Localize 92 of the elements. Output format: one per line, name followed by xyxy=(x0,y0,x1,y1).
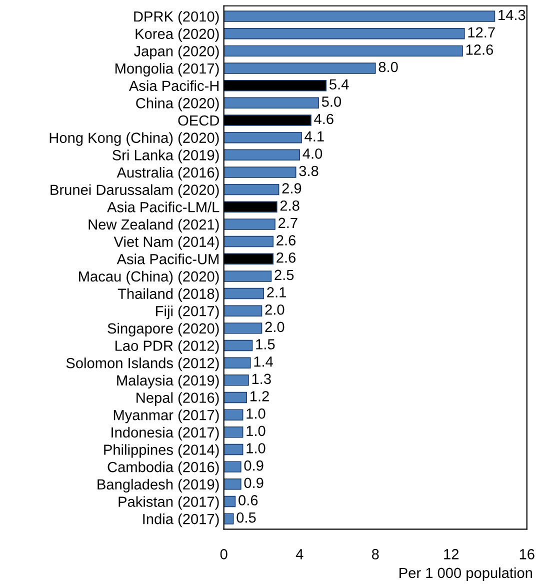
y-tick-label: Cambodia (2016) xyxy=(108,462,219,476)
data-label: 2.6 xyxy=(276,235,296,246)
data-label: 14.3 xyxy=(498,10,526,20)
y-tick-label: Asia Pacific-UM xyxy=(116,254,218,264)
y-tick-label: Solomon Islands (2012) xyxy=(66,358,219,372)
y-tick-label: Australia (2016) xyxy=(116,166,219,181)
y-tick-label: Indonesia (2017) xyxy=(112,426,219,440)
y-tick-label: Korea (2020) xyxy=(136,28,219,42)
data-label: 1.4 xyxy=(254,356,273,367)
bar xyxy=(224,426,244,438)
bar xyxy=(224,340,253,352)
y-tick-label: Thailand (2018) xyxy=(118,288,219,302)
data-label: 2.8 xyxy=(280,200,300,211)
data-label: 12.6 xyxy=(466,44,494,55)
data-label: 0.9 xyxy=(244,478,264,488)
data-label: 1.0 xyxy=(246,408,266,419)
data-label: 2.0 xyxy=(265,322,284,332)
bar xyxy=(224,270,272,282)
bar xyxy=(224,374,249,386)
y-tick-label: Pakistan (2017) xyxy=(118,496,219,510)
bar xyxy=(224,496,236,508)
y-tick-label: Sri Lanka (2019) xyxy=(112,150,219,164)
y-tick-label: Asia Pacific-LM/L xyxy=(107,202,220,212)
y-tick-label: Hong Kong (China) (2020) xyxy=(50,132,219,146)
data-label: 2.5 xyxy=(274,270,294,280)
bar xyxy=(224,444,244,456)
data-label: 8.0 xyxy=(378,62,398,72)
bar xyxy=(224,478,242,490)
data-label: 0.6 xyxy=(238,495,258,506)
bar xyxy=(224,184,280,196)
bar xyxy=(224,166,296,178)
y-tick-label: Mongolia (2017) xyxy=(116,62,219,77)
x-tick-label: 0 xyxy=(220,549,228,560)
x-tick-label: 8 xyxy=(372,549,379,560)
y-tick-label: Nepal (2016) xyxy=(136,392,219,406)
data-label: 4.0 xyxy=(302,148,322,159)
y-tick-label: Fiji (2017) xyxy=(156,306,219,320)
bar xyxy=(224,236,274,248)
data-label: 4.1 xyxy=(304,131,324,142)
bar xyxy=(224,97,319,109)
y-tick-label: Bangladesh (2019) xyxy=(98,478,219,492)
x-axis-title: Per 1 000 population xyxy=(400,567,532,581)
y-tick-label: Asia Pacific-H xyxy=(128,80,219,92)
y-tick-label: China (2020) xyxy=(136,98,219,112)
bar xyxy=(224,409,244,420)
y-tick-label: India (2017) xyxy=(143,514,219,528)
data-label: 2.9 xyxy=(282,183,302,194)
bar xyxy=(224,28,465,40)
data-label: 1.0 xyxy=(246,426,266,436)
bar xyxy=(224,392,248,404)
bar xyxy=(224,322,262,334)
data-label: 2.7 xyxy=(278,218,298,228)
data-label: 2.1 xyxy=(267,287,286,298)
bar xyxy=(224,62,376,74)
bar xyxy=(224,10,496,22)
x-tick-label: 12 xyxy=(444,549,459,560)
y-tick-label: OECD xyxy=(178,115,219,126)
x-tick-label: 4 xyxy=(296,549,304,560)
bar xyxy=(224,149,300,161)
x-tick-label: 16 xyxy=(520,549,534,560)
data-label: 4.6 xyxy=(314,114,334,124)
data-label: 2.6 xyxy=(276,252,296,263)
data-label: 5.0 xyxy=(322,96,342,107)
bar xyxy=(224,305,262,316)
data-label: 2.0 xyxy=(265,304,284,315)
y-tick-label: Macau (China) (2020) xyxy=(79,270,219,285)
bar xyxy=(224,513,234,524)
bar xyxy=(224,218,276,230)
y-tick-label: New Zealand (2021) xyxy=(88,218,219,233)
bar xyxy=(224,288,264,300)
y-tick-label: Viet Nam (2014) xyxy=(114,236,219,250)
data-label: 0.9 xyxy=(244,460,264,471)
bar xyxy=(224,45,463,57)
data-label: 5.4 xyxy=(329,79,349,90)
y-tick-label: Malaysia (2019) xyxy=(117,374,219,388)
y-tick-label: Myanmar (2017) xyxy=(114,410,219,424)
y-tick-label: DPRK (2010) xyxy=(134,10,219,25)
data-label: 12.7 xyxy=(468,27,495,38)
y-tick-label: Brunei Darussalam (2020) xyxy=(50,184,219,198)
bar xyxy=(224,132,302,144)
bar xyxy=(224,357,251,368)
y-tick-label: Japan (2020) xyxy=(134,46,219,60)
data-label: 1.3 xyxy=(252,374,271,384)
data-label: 1.2 xyxy=(250,391,269,402)
bar xyxy=(224,461,242,472)
y-tick-label: Singapore (2020) xyxy=(108,322,219,336)
data-label: 0.5 xyxy=(236,512,256,523)
y-tick-label: Lao PDR (2012) xyxy=(116,340,219,354)
data-label: 3.8 xyxy=(299,166,318,176)
y-tick-label: Philippines (2014) xyxy=(104,444,219,458)
data-label: 1.0 xyxy=(246,443,266,454)
data-label: 1.5 xyxy=(256,339,275,350)
